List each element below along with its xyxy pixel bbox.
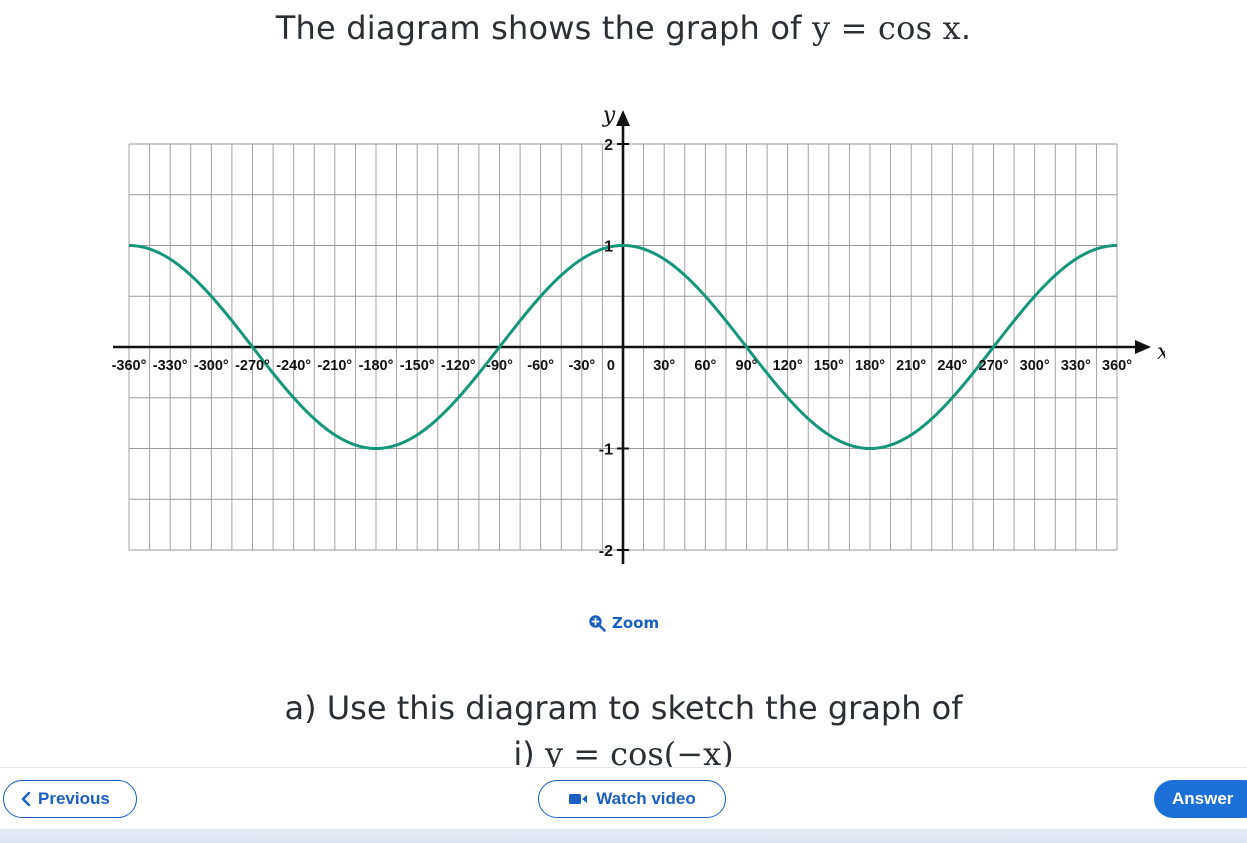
- question-title: The diagram shows the graph of y = cos x…: [0, 6, 1247, 50]
- x-tick-labels: -360° -330° -300° -270° -240° -210° -180° -150°…: [112, 358, 1133, 374]
- x-tick-label: -330°: [153, 358, 188, 374]
- y-tick-label: -2: [599, 543, 613, 560]
- question-math: y = cos x: [811, 9, 961, 47]
- x-tick-label: 60°: [694, 358, 716, 374]
- previous-label: Previous: [38, 789, 110, 808]
- watch-video-label: Watch video: [596, 789, 696, 808]
- x-axis-arrowhead: [1135, 340, 1151, 354]
- chevron-left-icon: [21, 791, 31, 807]
- watch-video-button[interactable]: Watch video: [538, 780, 726, 818]
- y-tick-label: 2: [604, 137, 613, 154]
- x-tick-label: 30°: [653, 358, 675, 374]
- x-tick-label: -30°: [568, 358, 595, 374]
- x-tick-label: -120°: [441, 358, 476, 374]
- x-tick-label: 360°: [1102, 358, 1132, 374]
- cosine-graph: -360° -330° -300° -270° -240° -210° -180° -150°…: [112, 103, 1165, 564]
- video-camera-icon: [569, 794, 588, 804]
- answer-button[interactable]: Answer: [1154, 780, 1247, 818]
- x-axis-label: x: [1157, 340, 1165, 365]
- x-tick-label: 240°: [937, 358, 967, 374]
- curve-layer: [128, 243, 1118, 451]
- question-text: The diagram shows the graph of: [275, 9, 812, 47]
- x-tick-label: 330°: [1061, 358, 1091, 374]
- part-i-math: y = cos(−x): [544, 735, 734, 768]
- zoom-in-icon: [589, 615, 606, 632]
- question-end: .: [960, 9, 972, 47]
- x-tick-label: 300°: [1020, 358, 1050, 374]
- previous-button[interactable]: Previous: [3, 780, 137, 818]
- x-tick-label: 210°: [896, 358, 926, 374]
- x-tick-label: -360°: [112, 358, 147, 374]
- x-tick-label: 150°: [814, 358, 844, 374]
- x-tick-label: -240°: [276, 358, 311, 374]
- part-i-prefix: i): [513, 735, 545, 768]
- x-tick-label: 180°: [855, 358, 885, 374]
- answer-label: Answer: [1172, 789, 1234, 808]
- zoom-button[interactable]: Zoom: [588, 614, 659, 632]
- x-tick-label: -210°: [317, 358, 352, 374]
- bottom-navigation-bar: Previous Watch video Answer: [0, 767, 1247, 830]
- x-tick-label: -90°: [486, 358, 513, 374]
- x-tick-label: 0: [607, 358, 615, 374]
- y-tick-labels: -2 -1 1 2: [599, 137, 613, 560]
- y-axis-label: y: [602, 103, 616, 128]
- zoom-label: Zoom: [612, 614, 660, 632]
- bottom-shade: [0, 829, 1247, 843]
- axis-labels: xy: [602, 103, 1165, 365]
- x-tick-label: -300°: [194, 358, 229, 374]
- y-axis-arrowhead: [616, 110, 630, 126]
- x-tick-label: -180°: [359, 358, 394, 374]
- part-a-text: a) Use this diagram to sketch the graph …: [284, 689, 963, 727]
- y-tick-label: 1: [604, 239, 613, 256]
- axes: [113, 110, 1151, 564]
- x-tick-label: 270°: [979, 358, 1009, 374]
- x-tick-label: 120°: [773, 358, 803, 374]
- x-tick-label: -270°: [235, 358, 270, 374]
- x-tick-label: -60°: [527, 358, 554, 374]
- x-tick-label: -150°: [400, 358, 435, 374]
- part-a-i: i) y = cos(−x): [0, 732, 1247, 768]
- x-tick-label: 90°: [736, 358, 758, 374]
- y-tick-label: -1: [599, 442, 613, 459]
